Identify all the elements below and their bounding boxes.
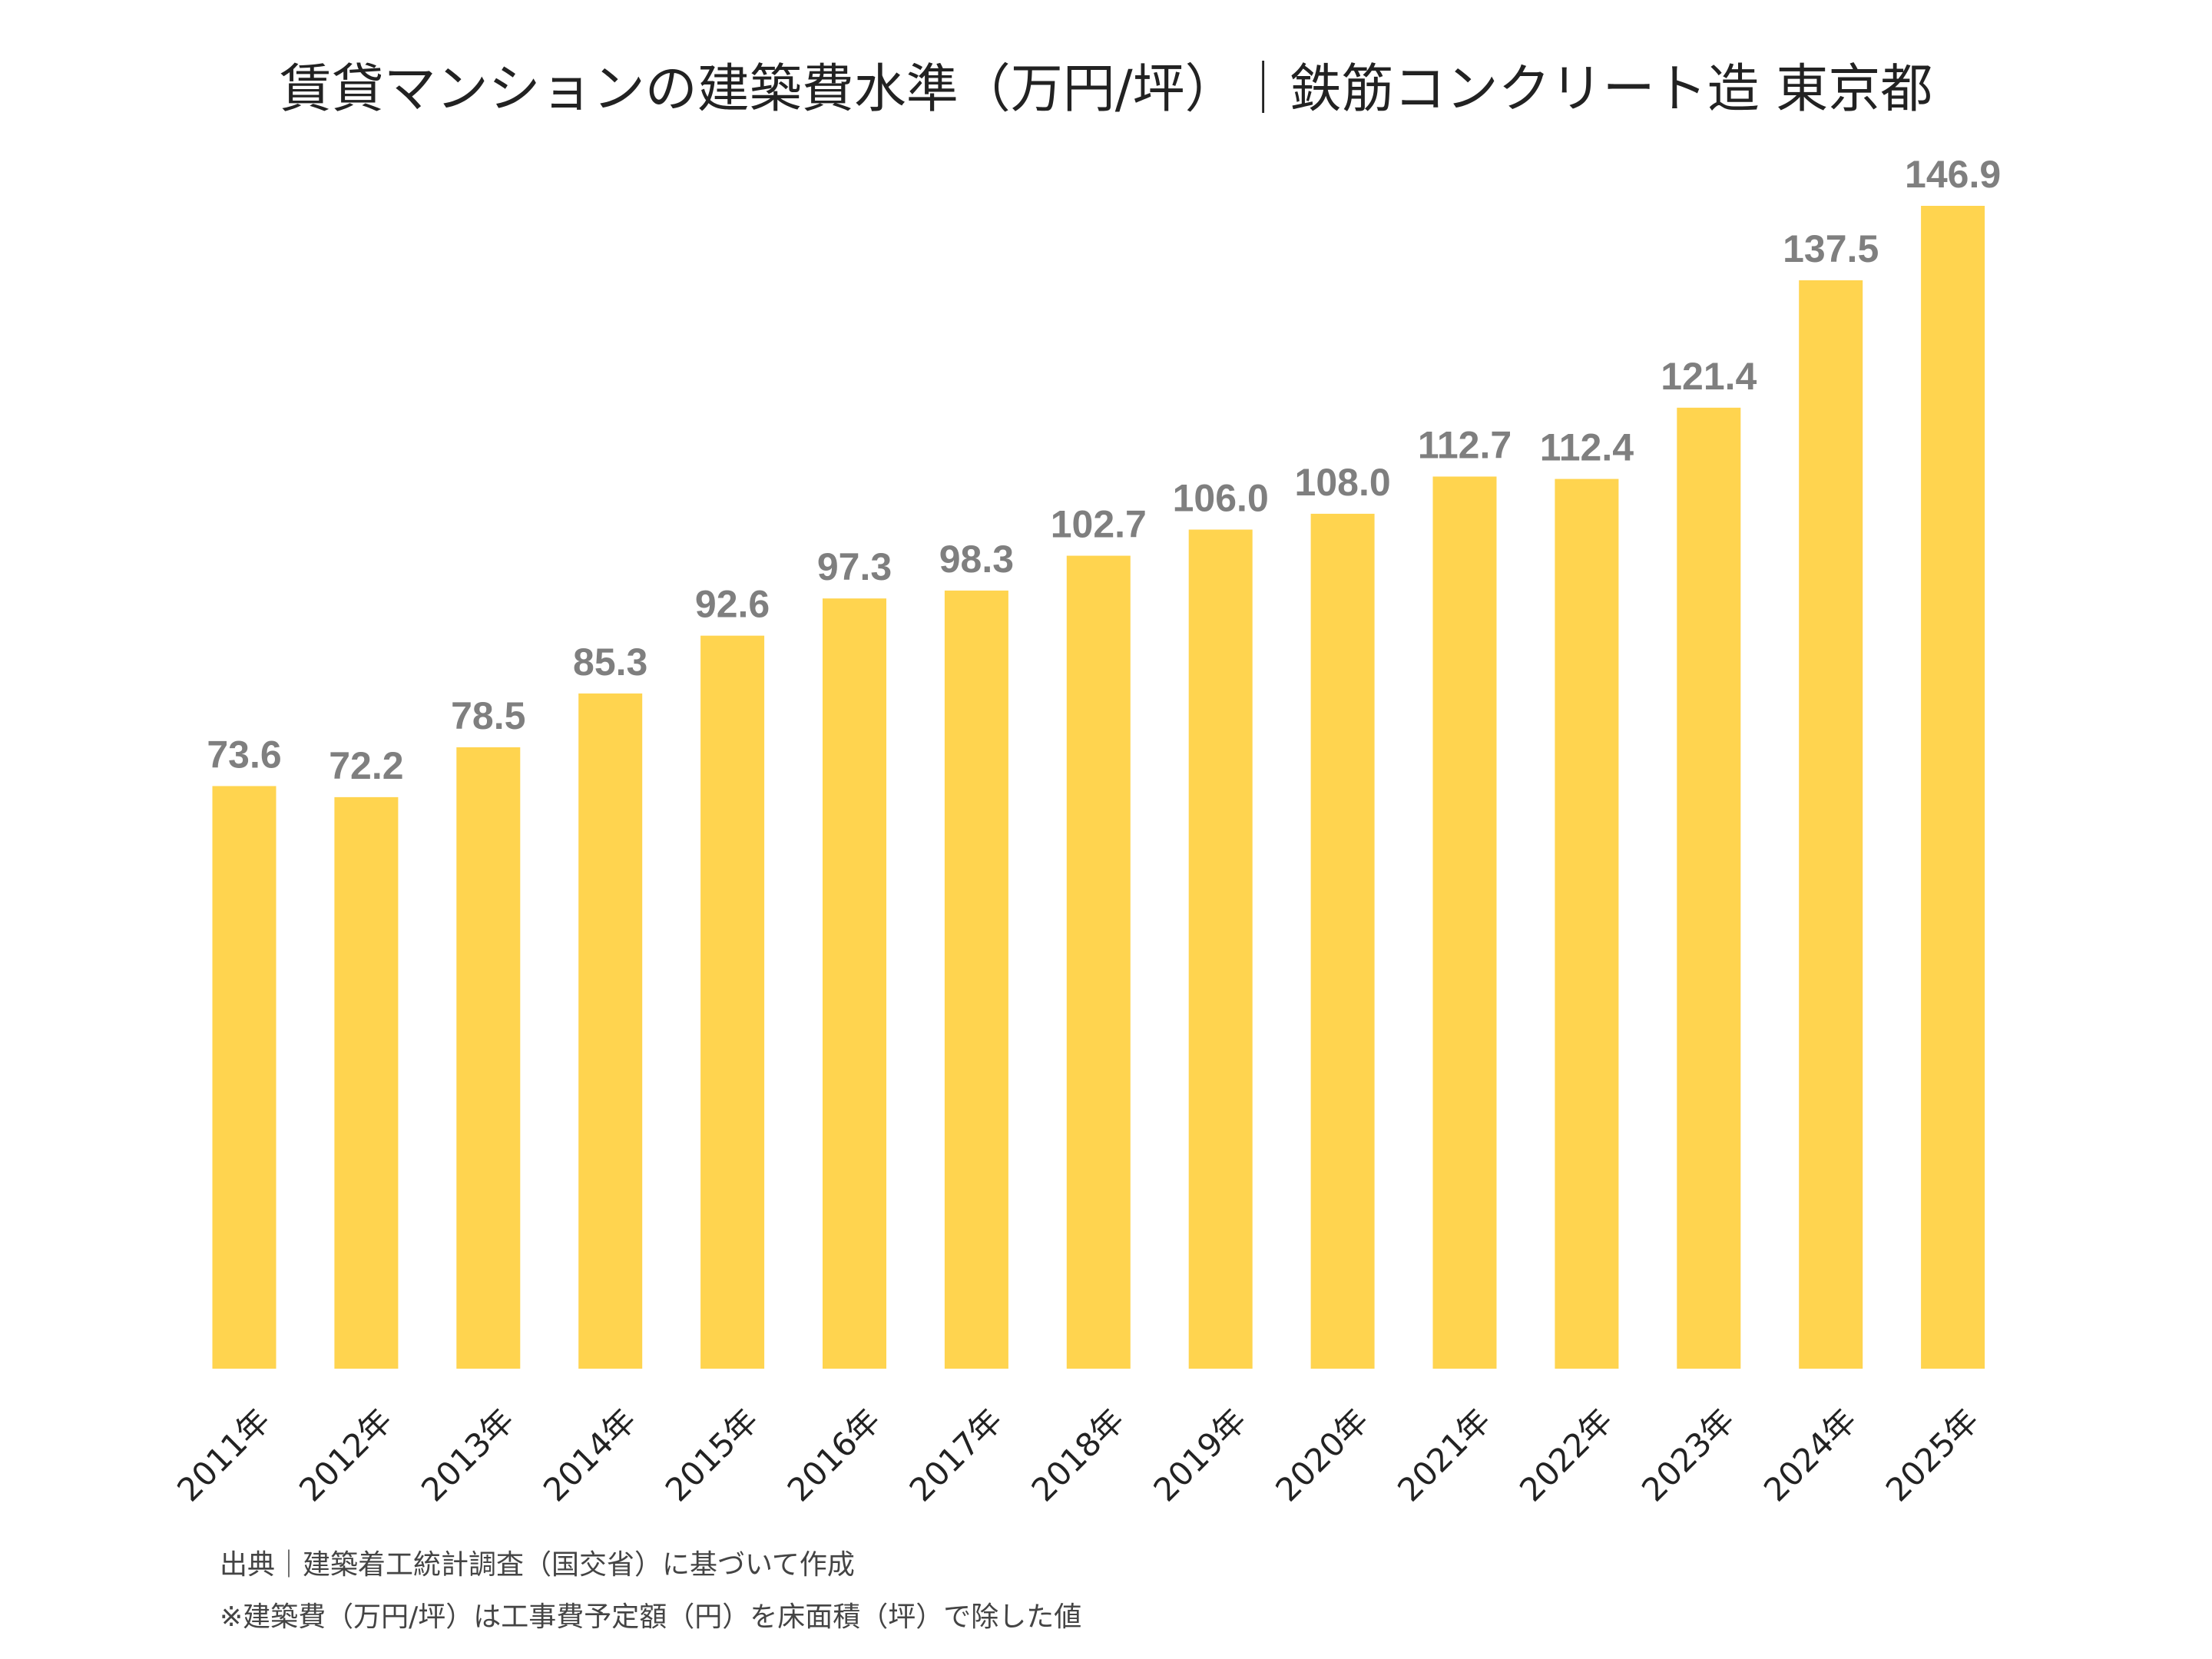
value-label: 92.6 [695,583,770,626]
value-label: 146.9 [1905,153,2001,196]
bar-2011年 [212,786,276,1369]
bar-2015年 [700,635,765,1369]
x-tick-label: 2017年 [902,1401,1010,1508]
bar-2021年 [1432,476,1497,1369]
definition-note: ※建築費（万円/坪）は工事費予定額（円）を床面積（坪）で除した値 [220,1601,1082,1633]
x-tick-label: 2019年 [1146,1401,1253,1508]
x-tick-label: 2013年 [414,1401,522,1508]
bar-2022年 [1555,478,1619,1369]
bar-2018年 [1066,555,1131,1369]
bar-2024年 [1799,280,1863,1369]
bar-2016年 [823,598,886,1369]
value-label: 72.2 [329,744,403,787]
value-label: 108.0 [1295,461,1391,504]
bar-2020年 [1310,513,1375,1369]
value-label: 102.7 [1051,503,1147,546]
x-tick-label: 2016年 [780,1401,888,1508]
x-tick-label: 2023年 [1634,1401,1742,1508]
x-tick-label: 2022年 [1512,1401,1620,1508]
value-label: 106.0 [1173,477,1269,520]
x-tick-label: 2012年 [292,1401,399,1508]
x-tick-label: 2021年 [1390,1401,1498,1508]
value-label: 98.3 [939,538,1014,581]
bar-2012年 [334,796,399,1369]
x-tick-label: 2018年 [1025,1401,1132,1508]
value-label: 85.3 [573,641,647,684]
value-label: 112.7 [1418,423,1512,466]
source-note: 出典｜建築着工統計調査（国交省）に基づいて作成 [220,1549,855,1581]
bar-2017年 [944,590,1008,1369]
bar-2025年 [1921,206,1985,1369]
value-label: 97.3 [817,545,892,588]
value-label: 78.5 [451,694,525,737]
bar-2014年 [578,693,643,1369]
value-label: 121.4 [1661,355,1757,398]
bar-2019年 [1188,529,1253,1369]
bar-2023年 [1677,407,1741,1369]
value-label: 73.6 [207,733,281,776]
value-label: 137.5 [1783,227,1879,270]
chart-title: 賃貸マンションの建築費水準（万円/坪）｜鉄筋コンクリート造 東京都 [279,59,1933,120]
x-tick-label: 2020年 [1268,1401,1376,1508]
x-tick-label: 2015年 [658,1401,766,1508]
x-tick-label: 2011年 [170,1401,277,1508]
x-tick-label: 2014年 [536,1401,644,1508]
value-label: 112.4 [1540,426,1634,469]
bar-2013年 [456,747,521,1369]
x-tick-label: 2025年 [1879,1401,1986,1508]
x-tick-label: 2024年 [1757,1401,1864,1508]
